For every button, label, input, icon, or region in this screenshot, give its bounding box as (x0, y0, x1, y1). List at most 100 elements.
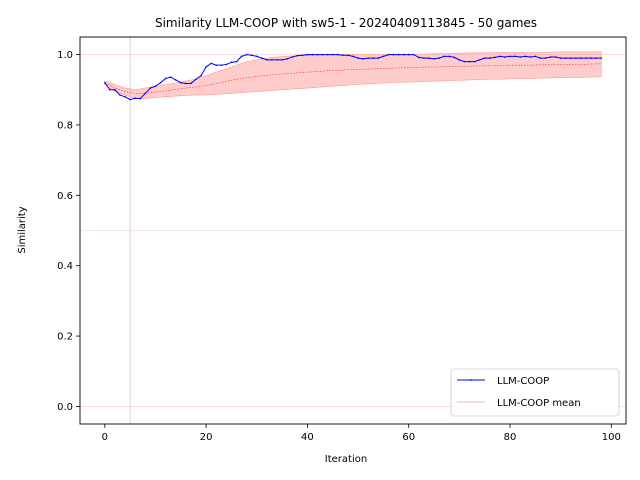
series-point (554, 56, 557, 58)
series-point (428, 57, 430, 59)
series-point (266, 59, 268, 61)
series-point (453, 56, 456, 59)
series-point (418, 56, 420, 59)
series-point (331, 53, 334, 56)
series-point (129, 98, 131, 101)
legend-marker-llm-coop (470, 379, 472, 381)
series-point (372, 57, 375, 59)
legend: LLM-COOP LLM-COOP mean (450, 368, 620, 417)
x-axis-label: Iteration (325, 454, 367, 465)
axes-frame (79, 36, 627, 425)
series-point (301, 54, 304, 57)
std-band (104, 51, 602, 99)
series-point (448, 55, 451, 58)
series-point (164, 77, 167, 80)
x-tick-label-20: 20 (200, 432, 213, 443)
x-tick-label-0: 0 (102, 432, 108, 443)
series-point (291, 56, 294, 58)
x-tick-label-60: 60 (402, 432, 415, 443)
series-point (423, 57, 425, 59)
y-tick-label-4: 0.8 (57, 120, 73, 131)
series-point (144, 92, 147, 95)
x-tick-label-100: 100 (602, 432, 621, 443)
series-point (458, 59, 461, 61)
series-point (564, 57, 567, 59)
series-point (326, 53, 329, 56)
legend-label-llm-coop: LLM-COOP (497, 376, 549, 387)
series-point (230, 61, 233, 64)
series-point (347, 54, 349, 57)
series-point (600, 57, 602, 59)
series-point (463, 60, 466, 63)
series-point (367, 57, 369, 59)
series-point (119, 94, 121, 96)
series-point (134, 97, 137, 100)
series-point (240, 55, 243, 58)
series-point (433, 58, 435, 60)
series-point (195, 78, 197, 81)
series-point (179, 81, 182, 84)
series-point (337, 53, 339, 56)
series-point (412, 53, 415, 56)
similarity-series (104, 53, 602, 101)
series-point (585, 57, 587, 59)
series-point (519, 56, 521, 58)
series-point (580, 57, 582, 59)
series-point (200, 74, 202, 77)
series-point (261, 57, 263, 59)
series-point (124, 96, 126, 98)
series-point (235, 60, 238, 63)
series-point (114, 88, 116, 91)
series-point (407, 53, 410, 56)
series-point (316, 53, 319, 56)
series-point (225, 63, 228, 66)
series-point (478, 59, 481, 61)
series-point (174, 79, 177, 81)
series-point (149, 87, 152, 89)
series-point (321, 53, 324, 56)
series-point (488, 57, 491, 59)
legend-box (450, 368, 620, 417)
series-point (392, 53, 395, 56)
series-point (468, 60, 471, 63)
series-point (362, 58, 364, 60)
series-point (499, 55, 501, 58)
series-point (342, 54, 344, 57)
series-point (569, 57, 572, 59)
series-point (387, 53, 390, 56)
series-point (210, 62, 212, 65)
series-point (382, 55, 385, 58)
series-point (104, 81, 106, 84)
series-point (539, 57, 542, 59)
series-point (250, 54, 253, 57)
series-point (504, 56, 506, 58)
series-point (286, 58, 288, 60)
series-point (590, 57, 592, 59)
y-tick-label-0: 0.0 (57, 402, 73, 413)
series-point (473, 60, 476, 63)
series-point (483, 57, 486, 59)
series-point (311, 53, 314, 56)
series-point (494, 56, 496, 59)
y-ticks: 0.0 0.2 0.4 0.6 0.8 1.0 (57, 50, 80, 413)
series-point (296, 54, 299, 57)
mean-line (104, 63, 602, 94)
y-tick-label-1: 0.2 (57, 332, 73, 343)
y-tick-label-2: 0.4 (57, 261, 73, 272)
series-point (109, 88, 111, 91)
series-point (281, 59, 283, 61)
series-point (159, 81, 162, 84)
series-point (524, 55, 527, 58)
y-tick-label-5: 1.0 (57, 50, 73, 61)
series-point (154, 85, 157, 88)
series-point (190, 82, 192, 85)
series-point (509, 55, 511, 58)
series-point (559, 57, 562, 59)
x-tick-label-80: 80 (504, 432, 517, 443)
series-point (402, 53, 405, 56)
series-point (215, 64, 218, 66)
x-ticks: 0 20 40 60 80 100 (102, 424, 621, 443)
mean-series (104, 63, 602, 94)
series-point (352, 55, 354, 58)
